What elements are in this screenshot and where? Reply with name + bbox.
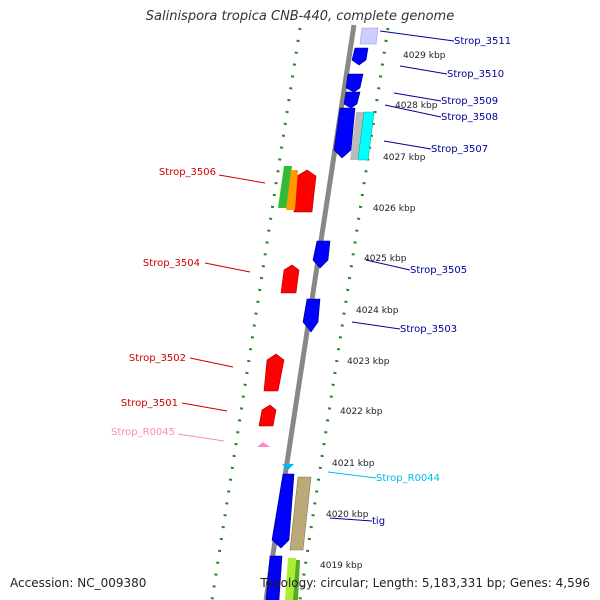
gene-label-strop-3510[interactable]: Strop_3510: [447, 69, 504, 80]
callout-line-right: [351, 321, 401, 330]
gene-strop-3504[interactable]: [280, 264, 300, 294]
gene-tig[interactable]: [271, 473, 295, 549]
kbp-tick-label: 4022 kbp: [340, 407, 383, 417]
kbp-tick-label: 4021 kbp: [332, 459, 375, 469]
gene-strop-3508[interactable]: [350, 112, 364, 160]
accession-label: Accession: NC_009380: [10, 576, 147, 590]
gene-label-strop-3503[interactable]: Strop_3503: [400, 324, 457, 335]
gene-label-strop-3502[interactable]: Strop_3502: [129, 353, 186, 364]
gene-callouts: Strop_3511 Strop_3510 Strop_3509 Strop_3508…: [111, 30, 511, 527]
callout-line-right: [383, 140, 432, 150]
right-dotted-guide: [298, 27, 390, 600]
callout-line-left: [204, 262, 251, 273]
gene-strop-3506-orange[interactable]: [286, 170, 298, 210]
callout-line-right: [379, 30, 455, 42]
genome-summary: Topology: circular; Length: 5,183,331 bp…: [260, 576, 590, 590]
trna-strop-r0044[interactable]: [282, 464, 294, 470]
callout-line-right: [327, 471, 377, 479]
genome-title: Salinispora tropica CNB-440, complete ge…: [145, 9, 455, 24]
gene-label-strop-3511[interactable]: Strop_3511: [454, 36, 511, 47]
kbp-tick-label: 4023 kbp: [347, 357, 390, 367]
kbp-tick-label: 4025 kbp: [364, 254, 407, 264]
callout-line-left: [181, 402, 228, 412]
gene-label-strop-r0044[interactable]: Strop_R0044: [376, 473, 440, 484]
gene-label-strop-3504[interactable]: Strop_3504: [143, 258, 200, 269]
gene-strop-3501[interactable]: [258, 404, 277, 427]
callout-line-left: [218, 174, 266, 184]
callout-line-left: [177, 433, 225, 442]
kbp-ticks: 4029 kbp 4028 kbp 4027 kbp 4026 kbp 4025 kbp…: [320, 51, 446, 571]
gene-label-strop-3509[interactable]: Strop_3509: [441, 96, 498, 107]
kbp-tick-label: 4028 kbp: [395, 101, 438, 111]
callout-line-right: [365, 259, 411, 271]
callout-line-right: [329, 517, 373, 522]
gene-strop-3503[interactable]: [302, 298, 321, 333]
callout-line-right: [393, 92, 442, 102]
gene-strop-3509b[interactable]: [343, 91, 361, 109]
kbp-tick-label: 4029 kbp: [403, 51, 446, 61]
gene-strop-3507-cyan[interactable]: [357, 111, 375, 161]
kbp-tick-label: 4019 kbp: [320, 561, 363, 571]
left-dotted-guide: [210, 27, 302, 600]
gene-label-strop-3501[interactable]: Strop_3501: [121, 398, 178, 409]
gene-label-strop-3507[interactable]: Strop_3507: [431, 144, 488, 155]
callout-line-right: [399, 65, 448, 75]
gene-tig-olive[interactable]: [289, 476, 312, 551]
gene-label-strop-3505[interactable]: Strop_3505: [410, 265, 467, 276]
gene-label-strop-3508[interactable]: Strop_3508: [441, 112, 498, 123]
gene-label-strop-r0045[interactable]: Strop_R0045: [111, 427, 175, 438]
gene-strop-3511[interactable]: [359, 27, 379, 45]
callout-line-right: [384, 104, 442, 118]
callout-line-left: [189, 357, 234, 368]
gene-bottom-blue[interactable]: [265, 555, 283, 600]
gene-strop-3510[interactable]: [351, 47, 369, 66]
gene-strop-3507[interactable]: [333, 107, 356, 159]
kbp-tick-label: 4020 kbp: [326, 510, 369, 520]
gene-label-strop-3506[interactable]: Strop_3506: [159, 167, 216, 178]
gene-bottom-green[interactable]: [293, 560, 300, 600]
gene-strop-3505[interactable]: [312, 240, 331, 269]
kbp-tick-label: 4027 kbp: [383, 153, 426, 163]
gene-strop-3509[interactable]: [345, 73, 364, 93]
rrna-strop-r0045[interactable]: [257, 442, 270, 447]
gene-strop-3502[interactable]: [263, 353, 285, 392]
kbp-tick-label: 4026 kbp: [373, 204, 416, 214]
gene-label-tig[interactable]: tig: [372, 516, 385, 527]
kbp-tick-label: 4024 kbp: [356, 306, 399, 316]
gene-bottom-lime[interactable]: [285, 558, 296, 600]
